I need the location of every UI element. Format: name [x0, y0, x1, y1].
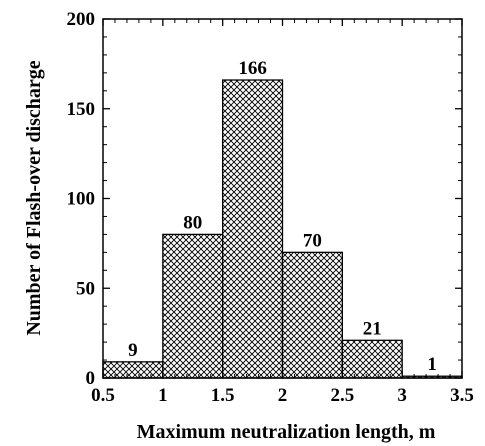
bar-value-label: 21 — [363, 318, 382, 339]
y-tick-label: 100 — [67, 189, 96, 210]
histogram-bar — [222, 79, 284, 379]
histogram-bar — [162, 233, 224, 379]
histogram-bar — [281, 251, 343, 379]
data-labels-layer: 9 80 166 70 21 1 — [128, 58, 437, 375]
y-tick-label: 0 — [86, 368, 96, 389]
x-tick-label: 3 — [397, 385, 407, 406]
bar-value-label: 166 — [238, 58, 267, 79]
bars-layer — [102, 79, 463, 379]
x-axis-ticks: 0.5 1 1.5 2 2.5 3 3.5 — [91, 19, 474, 406]
y-tick-label: 200 — [67, 9, 96, 30]
x-tick-label: 1 — [158, 385, 168, 406]
x-tick-label: 0.5 — [91, 385, 115, 406]
histogram-bar — [102, 361, 164, 379]
bar-value-label: 9 — [128, 340, 138, 361]
x-tick-label: 2 — [278, 385, 288, 406]
bar-value-label: 80 — [183, 212, 202, 233]
x-tick-label: 3.5 — [450, 385, 474, 406]
x-tick-label: 2.5 — [330, 385, 354, 406]
bar-value-label: 70 — [303, 230, 322, 251]
y-axis-title: Number of Flash-over discharge — [23, 60, 45, 335]
y-tick-label: 50 — [76, 278, 95, 299]
y-tick-label: 150 — [67, 99, 96, 120]
bar-value-label: 1 — [427, 354, 437, 375]
x-axis-title: Maximum neutralization length, m — [137, 421, 436, 443]
x-tick-label: 1.5 — [211, 385, 235, 406]
y-axis-ticks: 0 50 100 150 200 — [67, 9, 462, 389]
histogram-bar — [341, 339, 403, 379]
